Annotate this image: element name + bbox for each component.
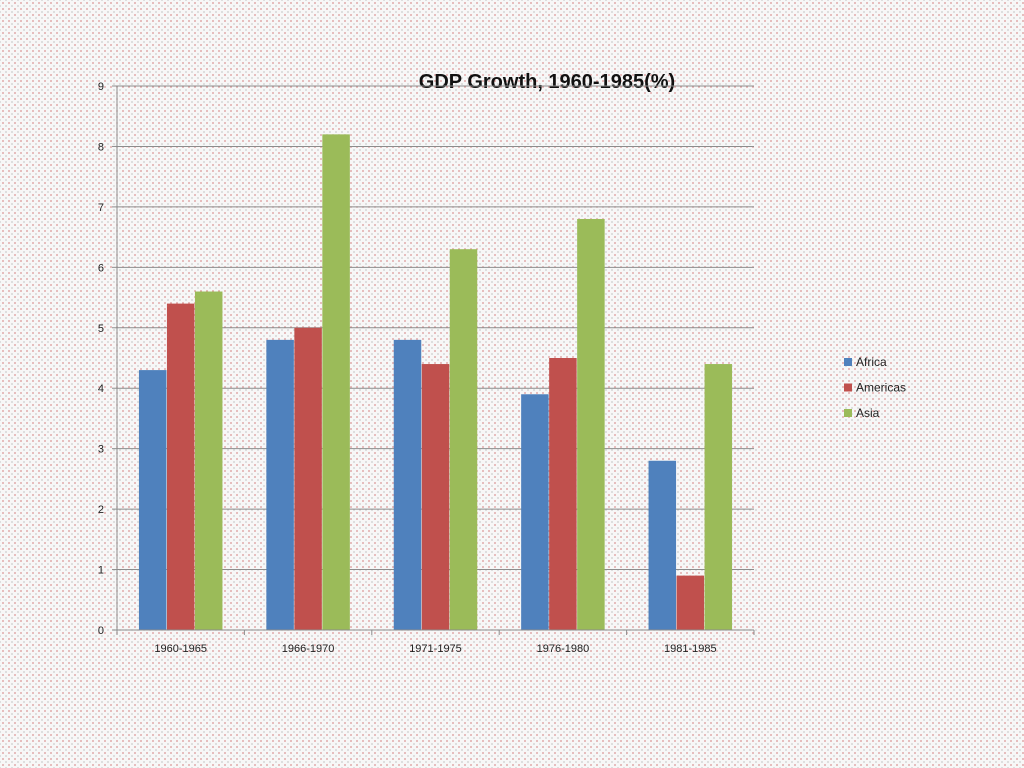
y-tick-label: 4: [98, 383, 104, 395]
chart-title: GDP Growth, 1960-1985(%): [419, 71, 675, 93]
legend-label-americas: Americas: [856, 381, 906, 395]
y-tick-label: 1: [98, 565, 104, 577]
legend: Africa Americas Asia: [844, 355, 906, 420]
bar-americas-1971-1975: [421, 364, 450, 630]
bar-asia-1971-1975: [449, 249, 478, 630]
bar-africa-1966-1970: [266, 339, 294, 630]
legend-label-asia: Asia: [856, 406, 880, 420]
y-tick-label: 3: [98, 444, 104, 456]
bar-africa-1981-1985: [648, 460, 677, 630]
x-axis-ticks: 1960-1965 1966-1970 1971-1975 1976-1980 1981…: [116, 630, 755, 655]
legend-swatch-americas: [844, 383, 852, 392]
y-tick-label: 2: [98, 504, 104, 516]
bar-asia-1966-1970: [322, 134, 350, 630]
y-tick-label: 8: [98, 141, 104, 153]
y-axis-ticks: 0 1 2 3 4 5 6 7 8 9: [98, 81, 117, 637]
legend-label-africa: Africa: [856, 355, 887, 369]
legend-swatch-africa: [844, 358, 852, 366]
y-tick-label: 5: [98, 323, 104, 335]
bar-americas-1960-1965: [166, 303, 195, 630]
bar-americas-1976-1980: [549, 358, 577, 630]
bars: [138, 134, 733, 630]
y-tick-label: 9: [98, 81, 104, 93]
gridlines: [117, 85, 754, 571]
bar-asia-1960-1965: [194, 291, 223, 630]
x-tick-label: 1960-1965: [154, 643, 207, 655]
x-tick-label: 1981-1985: [664, 643, 717, 655]
bar-americas-1966-1970: [294, 327, 322, 630]
bar-americas-1981-1985: [676, 575, 705, 630]
axes: [116, 86, 754, 631]
y-tick-label: 6: [98, 262, 104, 274]
bar-asia-1976-1980: [577, 218, 605, 630]
bar-africa-1960-1965: [138, 370, 167, 630]
bar-africa-1971-1975: [393, 339, 422, 630]
legend-swatch-asia: [844, 409, 852, 417]
x-tick-label: 1966-1970: [282, 643, 335, 655]
bar-africa-1976-1980: [521, 394, 549, 630]
y-tick-label: 0: [98, 625, 104, 637]
x-tick-label: 1971-1975: [409, 643, 462, 655]
x-tick-label: 1976-1980: [537, 643, 590, 655]
bar-asia-1981-1985: [704, 364, 733, 630]
y-tick-label: 7: [98, 202, 104, 214]
